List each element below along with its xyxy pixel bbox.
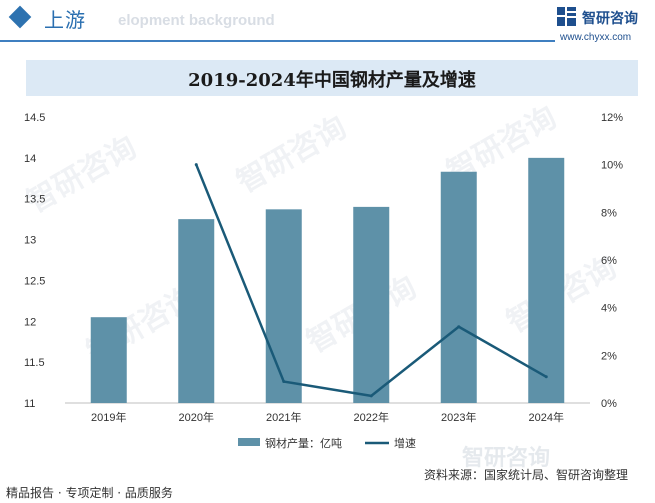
legend-bar-label: 钢材产量：亿吨 [265,436,342,450]
footer-tagline: 精品报告 · 专项定制 · 品质服务 [6,486,173,500]
x-tick-label: 2021年 [266,410,301,424]
growth-point [282,380,286,384]
y-right-tick-label: 6% [601,255,617,267]
y-right-tick-label: 0% [601,398,617,410]
bar [178,219,215,403]
bar [265,209,302,403]
y-left-tick-label: 13 [24,235,36,247]
y-right-tick-label: 12% [601,112,623,124]
y-left-tick-label: 11 [24,398,35,410]
chart-title-bar: 2019-2024年中国钢材产量及增速 [26,60,638,96]
y-right-tick-label: 8% [601,207,617,219]
growth-point [544,375,548,379]
bar [90,317,127,403]
y-left-tick-label: 12.5 [24,275,45,287]
growth-point [369,394,373,398]
y-left-tick-label: 14.5 [24,112,45,124]
y-left-tick-label: 12 [24,316,36,328]
growth-point [457,325,461,329]
header-divider [0,40,555,42]
x-tick-label: 2020年 [179,410,214,424]
x-tick-label: 2024年 [529,410,564,424]
chart-title: 2019-2024年中国钢材产量及增速 [188,70,476,91]
y-left-tick-label: 13.5 [24,194,45,206]
brand-name: 智研咨询 [582,11,638,27]
diamond-icon [8,5,32,29]
y-right-tick-label: 2% [601,350,617,362]
bar [440,171,477,403]
chart-area: 11 11.5 12 12.5 13 13.5 14 14.5 0% 2% 4% 6% 8% 10% 12%… [24,112,623,450]
brand-logo-icon [557,7,576,26]
brand-url: www.chyxx.com [560,32,632,43]
x-tick-label: 2022年 [354,410,389,424]
x-tick-label: 2023年 [441,410,476,424]
x-tick-label: 2019年 [91,410,126,424]
bar [528,157,565,403]
growth-point [194,163,198,167]
header-background-text: elopment background [118,12,275,29]
y-left-tick-label: 14 [24,153,36,165]
y-right-tick-label: 4% [601,303,617,315]
section-title: 上游 [44,8,86,32]
header: 上游 elopment background [0,0,655,45]
footer-watermark-logo: 智研咨询 [462,446,551,471]
legend-line-label: 增速 [394,436,416,450]
y-left-tick-label: 11.5 [24,357,45,369]
data-source: 资料来源：国家统计局、智研咨询整理 [424,468,629,482]
y-right-tick-label: 10% [601,160,623,172]
legend-bar-swatch [238,438,260,446]
bar [353,206,390,403]
